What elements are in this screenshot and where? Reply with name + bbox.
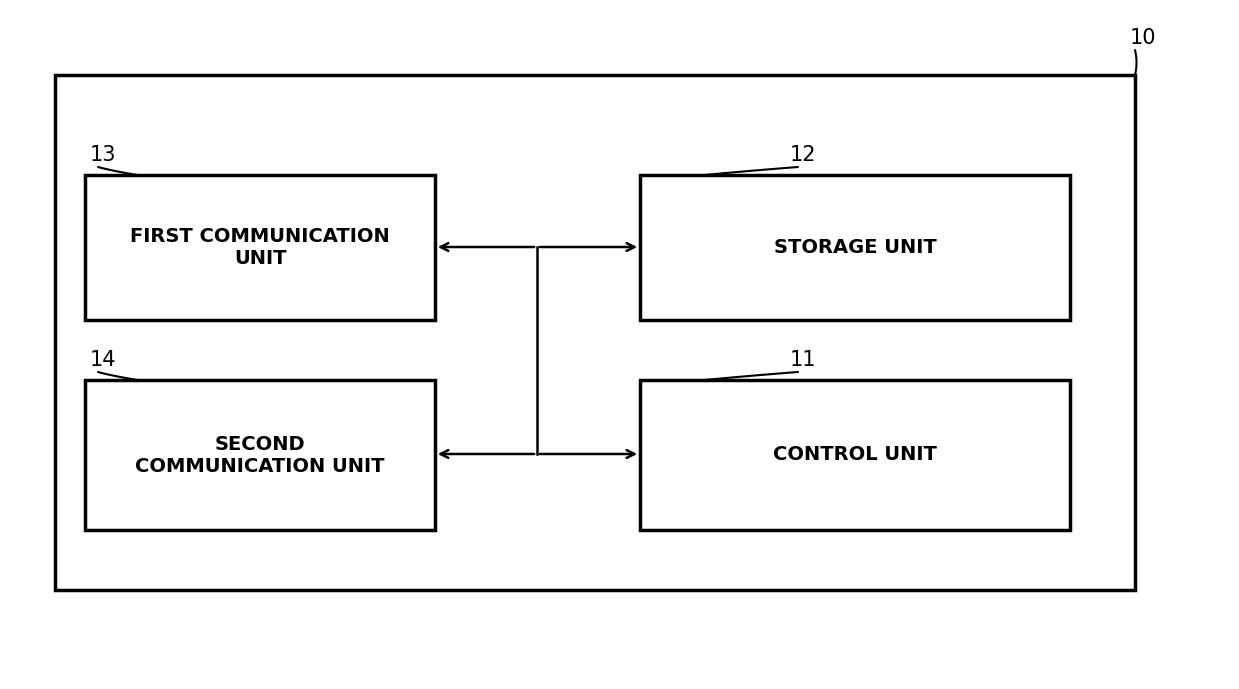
Text: 11: 11 bbox=[790, 350, 817, 370]
Text: FIRST COMMUNICATION
UNIT: FIRST COMMUNICATION UNIT bbox=[130, 227, 390, 268]
Text: 14: 14 bbox=[90, 350, 116, 370]
Text: 13: 13 bbox=[90, 145, 116, 165]
Text: 12: 12 bbox=[790, 145, 817, 165]
Bar bbox=[55, 75, 1135, 590]
Text: SECOND
COMMUNICATION UNIT: SECOND COMMUNICATION UNIT bbox=[135, 435, 385, 475]
Bar bbox=[85, 175, 435, 320]
Bar bbox=[85, 380, 435, 530]
Text: 10: 10 bbox=[1130, 28, 1156, 48]
Text: CONTROL UNIT: CONTROL UNIT bbox=[773, 446, 937, 464]
Bar bbox=[641, 175, 1070, 320]
Text: STORAGE UNIT: STORAGE UNIT bbox=[773, 238, 937, 257]
Bar bbox=[641, 380, 1070, 530]
